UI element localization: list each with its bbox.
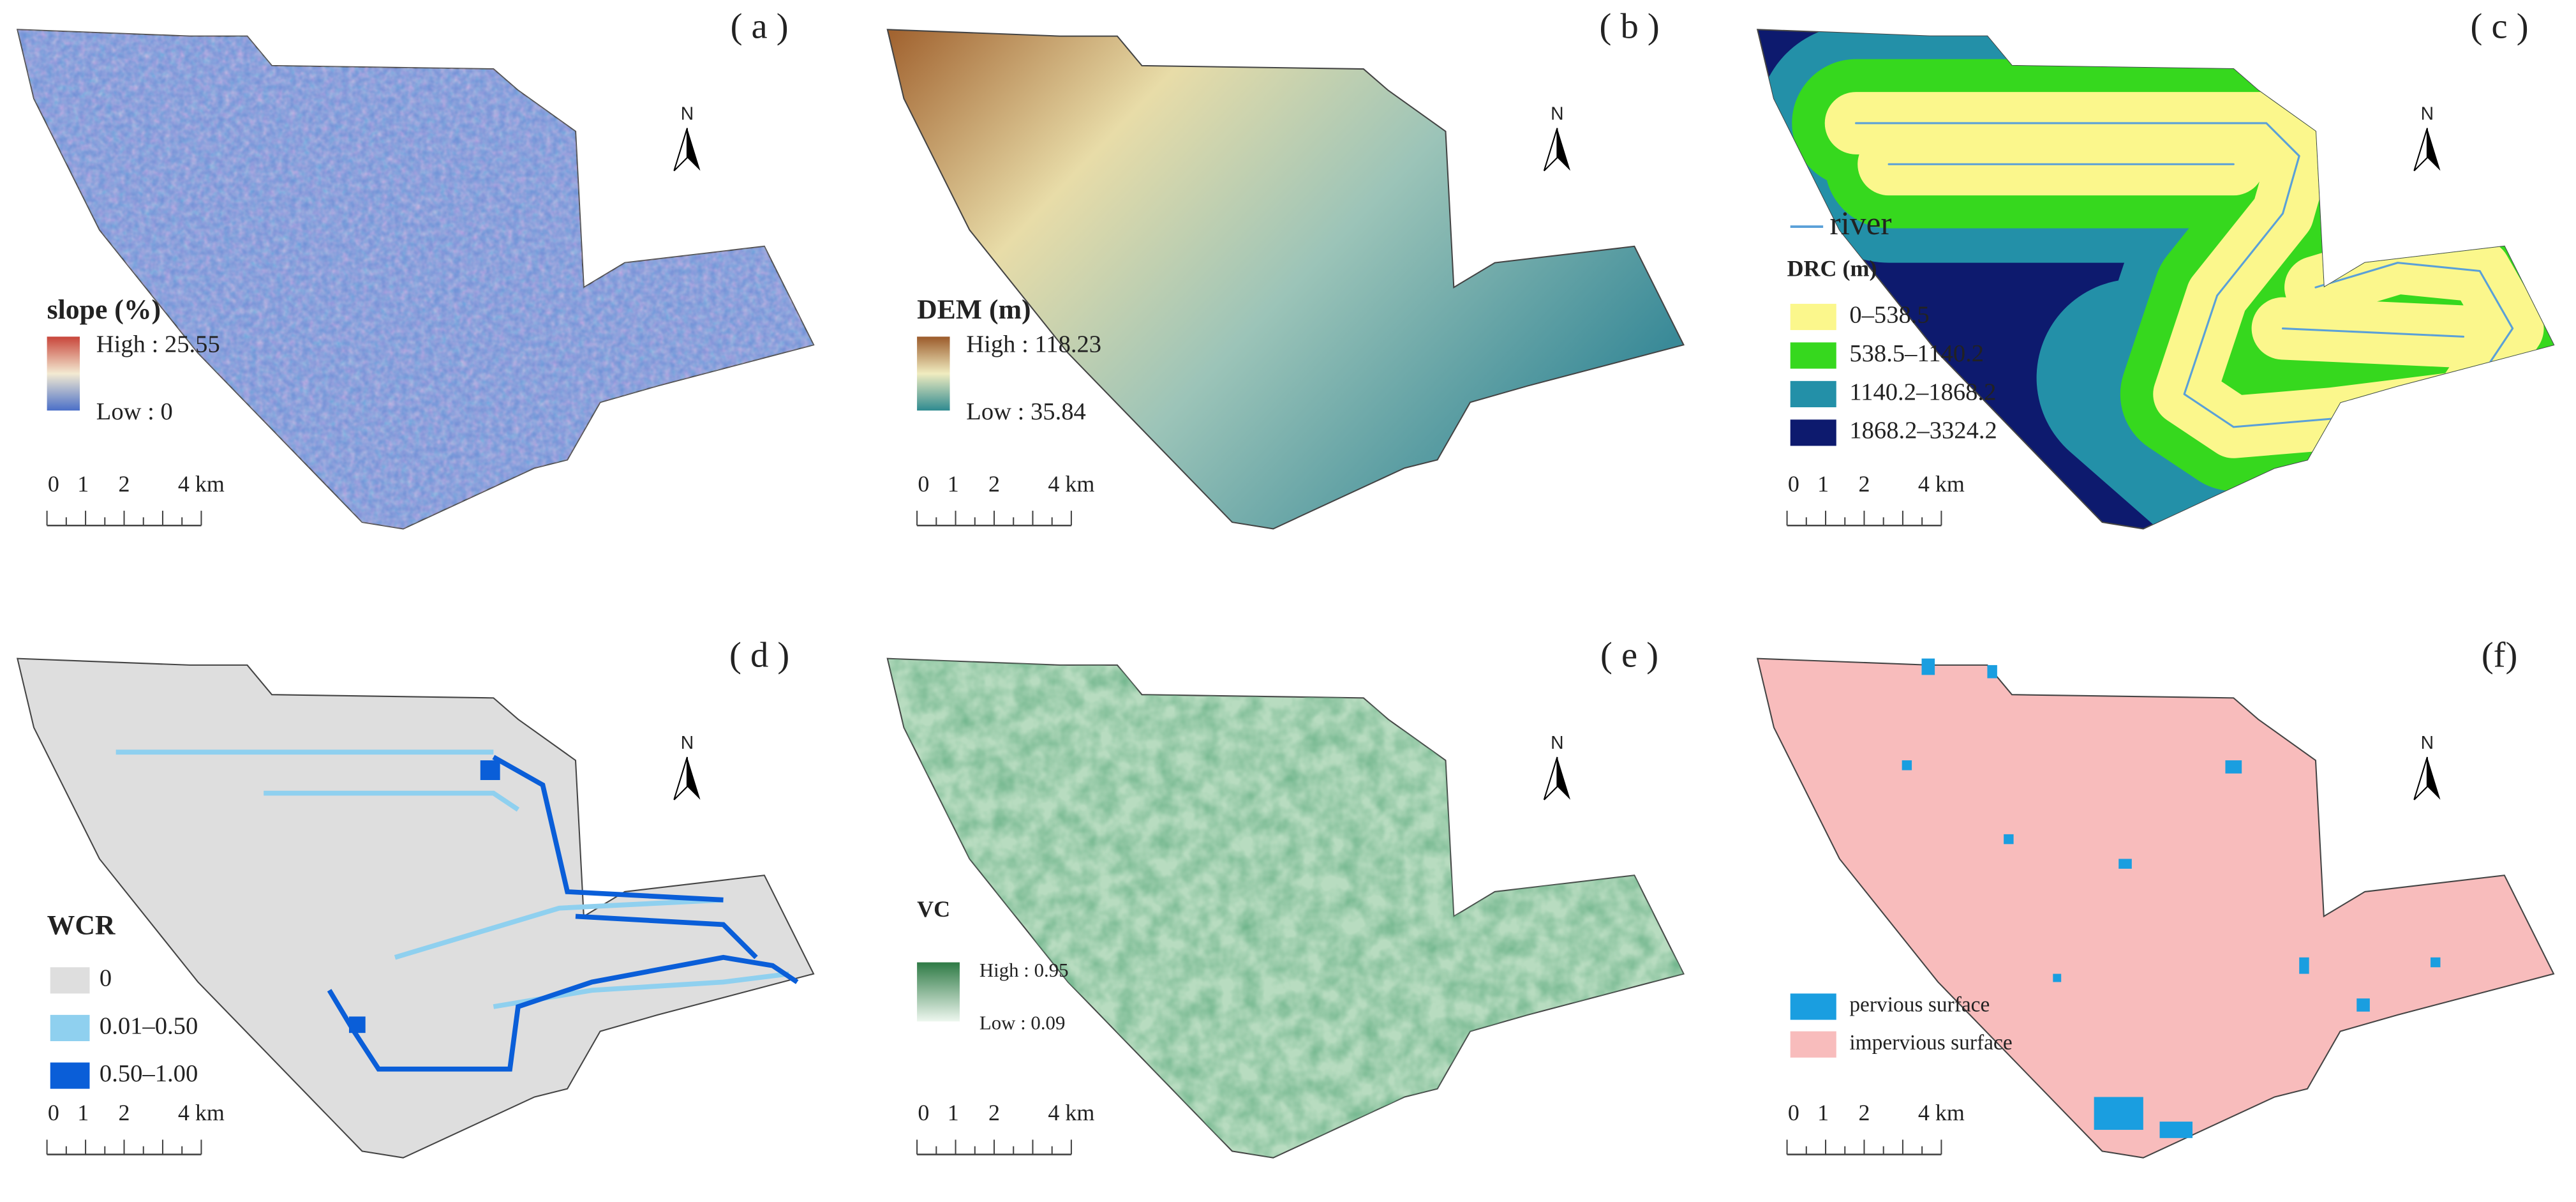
panel-label: ( e ) [1600, 636, 1658, 675]
legend-swatch [1790, 380, 1836, 408]
scale-label: 1 [948, 1100, 959, 1125]
panel-label: ( b ) [1599, 6, 1659, 46]
scale-label: 0 [1788, 471, 1799, 497]
legend-swatch [50, 1014, 90, 1042]
legend-swatch [1790, 419, 1836, 446]
legend-swatch [1790, 1031, 1836, 1058]
legend-low: Low : 35.84 [966, 398, 1086, 425]
legend-title: VC [917, 896, 950, 922]
map-slope [17, 29, 815, 530]
north-label: N [681, 103, 694, 124]
legend-item: impervious surface [1849, 1031, 2012, 1055]
legend-item: 1140.2–1868.2 [1849, 379, 1996, 405]
legend-item: 0.01–0.50 [100, 1012, 198, 1039]
legend-title: slope (%) [47, 294, 161, 325]
map-surface [1756, 657, 2555, 1159]
scale-label: 4 km [1048, 1100, 1094, 1125]
north-arrow [1543, 128, 1558, 172]
scale-label: 0 [48, 471, 59, 497]
legend-line-label: river [1829, 206, 1891, 242]
legend-item: pervious surface [1849, 993, 1990, 1017]
legend-high: High : 118.23 [966, 331, 1101, 358]
legend-ramp [917, 962, 960, 1022]
north-arrow [2413, 128, 2428, 172]
scale-label: 2 [119, 471, 130, 497]
scale-label: 4 km [1048, 471, 1094, 497]
scale-label: 2 [988, 471, 1000, 497]
scale-label: 4 km [178, 1100, 225, 1125]
north-label: N [1551, 732, 1563, 753]
panel-label: (f) [2482, 636, 2518, 675]
legend-swatch [1790, 303, 1836, 331]
scale-label: 0 [48, 1100, 59, 1125]
legend-swatch [1790, 993, 1836, 1020]
map-vc [886, 657, 1685, 1159]
legend-ramp [47, 336, 80, 411]
panel-label: ( d ) [729, 636, 789, 675]
legend-title: DEM (m) [917, 294, 1031, 325]
scale-label: 2 [988, 1100, 1000, 1125]
legend-high: High : 0.95 [979, 959, 1069, 981]
legend-title: WCR [47, 910, 115, 941]
legend-low: Low : 0 [96, 398, 173, 425]
north-arrow [1557, 128, 1570, 171]
legend-low: Low : 0.09 [979, 1011, 1066, 1033]
scale-label: 4 km [1918, 1100, 1965, 1125]
north-label: N [2421, 732, 2434, 753]
legend-title: DRC (m) [1787, 256, 1877, 282]
legend-item: 1868.2–3324.2 [1849, 417, 1997, 444]
legend-item: 0 [100, 965, 112, 992]
map-drc [1756, 29, 2555, 530]
scale-label: 1 [1817, 1100, 1829, 1125]
north-arrow [687, 128, 701, 171]
scale-label: 1 [77, 471, 89, 497]
north-arrow [2427, 756, 2441, 800]
legend-swatch [1790, 342, 1836, 369]
north-arrow [1543, 756, 1558, 800]
legend-swatch [50, 1062, 90, 1089]
panel-label: ( a ) [731, 6, 789, 46]
scale-label: 0 [918, 471, 929, 497]
scale-label: 1 [77, 1100, 89, 1125]
legend-swatch [50, 967, 90, 994]
legend-item: 0–538.5 [1849, 301, 1929, 328]
legend-ramp [917, 336, 950, 411]
north-label: N [681, 732, 694, 753]
scale-label: 0 [918, 1100, 929, 1125]
north-label: N [1551, 103, 1563, 124]
north-arrow [673, 128, 688, 172]
scale-label: 1 [1817, 471, 1829, 497]
scale-label: 2 [1858, 1100, 1870, 1125]
map-wcr [17, 657, 815, 1159]
north-arrow [687, 756, 701, 800]
scale-label: 2 [1858, 471, 1870, 497]
map-dem [886, 29, 1685, 530]
north-arrow [1557, 756, 1570, 800]
legend-item: 0.50–1.00 [100, 1060, 198, 1087]
scale-label: 4 km [1918, 471, 1965, 497]
scale-label: 2 [119, 1100, 130, 1125]
panel-label: ( c ) [2471, 6, 2529, 46]
north-arrow [673, 756, 688, 800]
north-arrow [2413, 756, 2428, 800]
scale-label: 0 [1788, 1100, 1799, 1125]
legend-high: High : 25.55 [96, 331, 220, 358]
north-arrow [2427, 128, 2441, 171]
north-label: N [2421, 103, 2434, 124]
scale-label: 1 [948, 471, 959, 497]
legend-item: 538.5–1140.2 [1849, 340, 1984, 367]
scale-label: 4 km [178, 471, 225, 497]
